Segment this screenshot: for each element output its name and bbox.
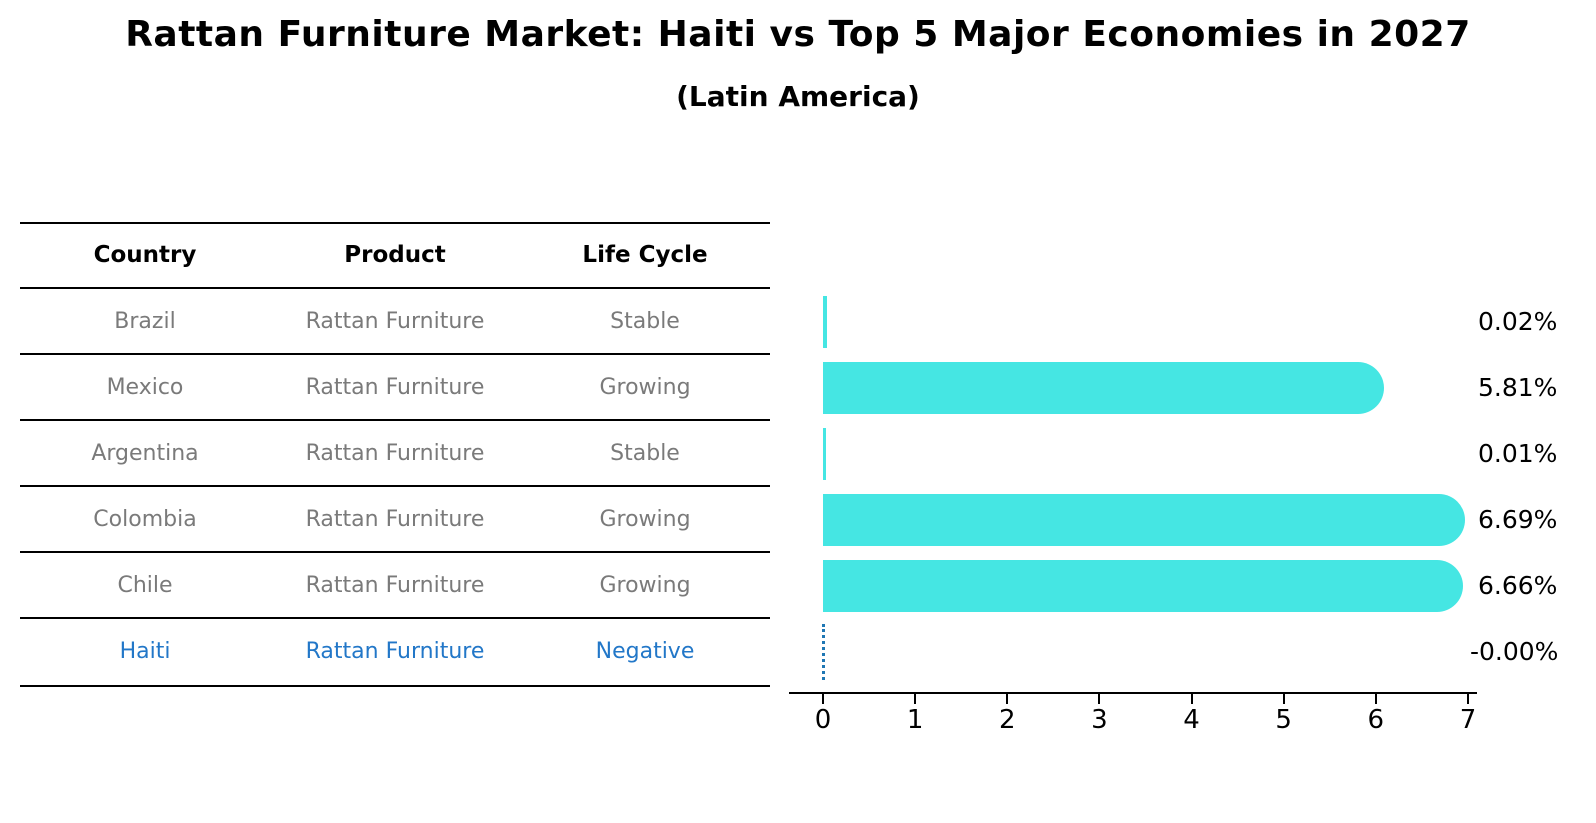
x-axis-tick-label: 4 — [1183, 705, 1200, 735]
bar-value-label: -0.00% — [1470, 637, 1559, 666]
table-cell-product: Rattan Furniture — [305, 375, 485, 400]
table-cell-country: Mexico — [106, 375, 184, 400]
table-header-country: Country — [93, 242, 197, 268]
table-cell-life-cycle: Growing — [599, 375, 691, 400]
x-axis-tick-label: 3 — [1091, 705, 1108, 735]
x-axis-tick — [1282, 694, 1285, 704]
table-line — [20, 287, 770, 289]
x-axis-tick-label: 6 — [1367, 705, 1385, 735]
chart-title: Rattan Furniture Market: Haiti vs Top 5 … — [125, 14, 1471, 55]
bar-value-label: 6.66% — [1478, 571, 1558, 600]
table-cell-country: Argentina — [91, 441, 199, 466]
table-cell-life-cycle: Stable — [610, 441, 680, 466]
table-line — [20, 485, 770, 487]
table-line — [20, 551, 770, 553]
bar-chile — [823, 560, 1463, 612]
x-axis-tick-label: 2 — [998, 705, 1016, 735]
table-cell-product: Rattan Furniture — [305, 309, 485, 334]
bar-haiti — [822, 624, 825, 680]
table-line — [20, 617, 770, 619]
x-axis-tick-label: 5 — [1275, 705, 1292, 735]
x-axis-line — [789, 692, 1477, 694]
table-cell-country: Chile — [117, 573, 173, 598]
bar-brazil — [823, 296, 827, 348]
x-axis-tick-label: 1 — [906, 705, 924, 735]
bar-argentina — [823, 428, 826, 480]
table-header-product: Product — [344, 242, 446, 268]
bar-value-label: 5.81% — [1478, 373, 1558, 402]
chart-subtitle: (Latin America) — [676, 80, 920, 113]
table-cell-life-cycle: Growing — [599, 573, 691, 598]
x-axis-tick-label: 7 — [1459, 705, 1477, 735]
table-line — [20, 222, 770, 224]
x-axis-tick — [1006, 694, 1009, 704]
x-axis-tick — [914, 694, 917, 704]
table-line — [20, 685, 770, 687]
x-axis-tick — [822, 694, 824, 704]
table-cell-product: Rattan Furniture — [305, 573, 485, 598]
bar-value-label: 6.69% — [1478, 505, 1558, 534]
x-axis-tick — [1098, 694, 1101, 704]
table-cell-life-cycle: Negative — [595, 639, 695, 664]
bar-colombia — [823, 494, 1466, 546]
table-header-life-cycle: Life Cycle — [582, 242, 708, 268]
x-axis-tick-label: 0 — [814, 705, 832, 735]
table-cell-life-cycle: Growing — [599, 507, 691, 532]
table-cell-product: Rattan Furniture — [305, 507, 485, 532]
table-cell-life-cycle: Stable — [610, 309, 680, 334]
table-cell-product: Rattan Furniture — [305, 639, 485, 664]
x-axis-tick — [1374, 694, 1377, 704]
table-line — [20, 353, 770, 355]
table-cell-product: Rattan Furniture — [305, 441, 485, 466]
bar-value-label: 0.01% — [1478, 439, 1558, 468]
table-cell-country: Haiti — [119, 639, 171, 664]
bar-mexico — [823, 362, 1385, 414]
x-axis-tick — [1466, 694, 1469, 704]
x-axis-tick — [1190, 694, 1193, 704]
table-line — [20, 419, 770, 421]
table-cell-country: Colombia — [93, 507, 197, 532]
table-cell-country: Brazil — [114, 309, 176, 334]
bar-value-label: 0.02% — [1478, 307, 1558, 336]
